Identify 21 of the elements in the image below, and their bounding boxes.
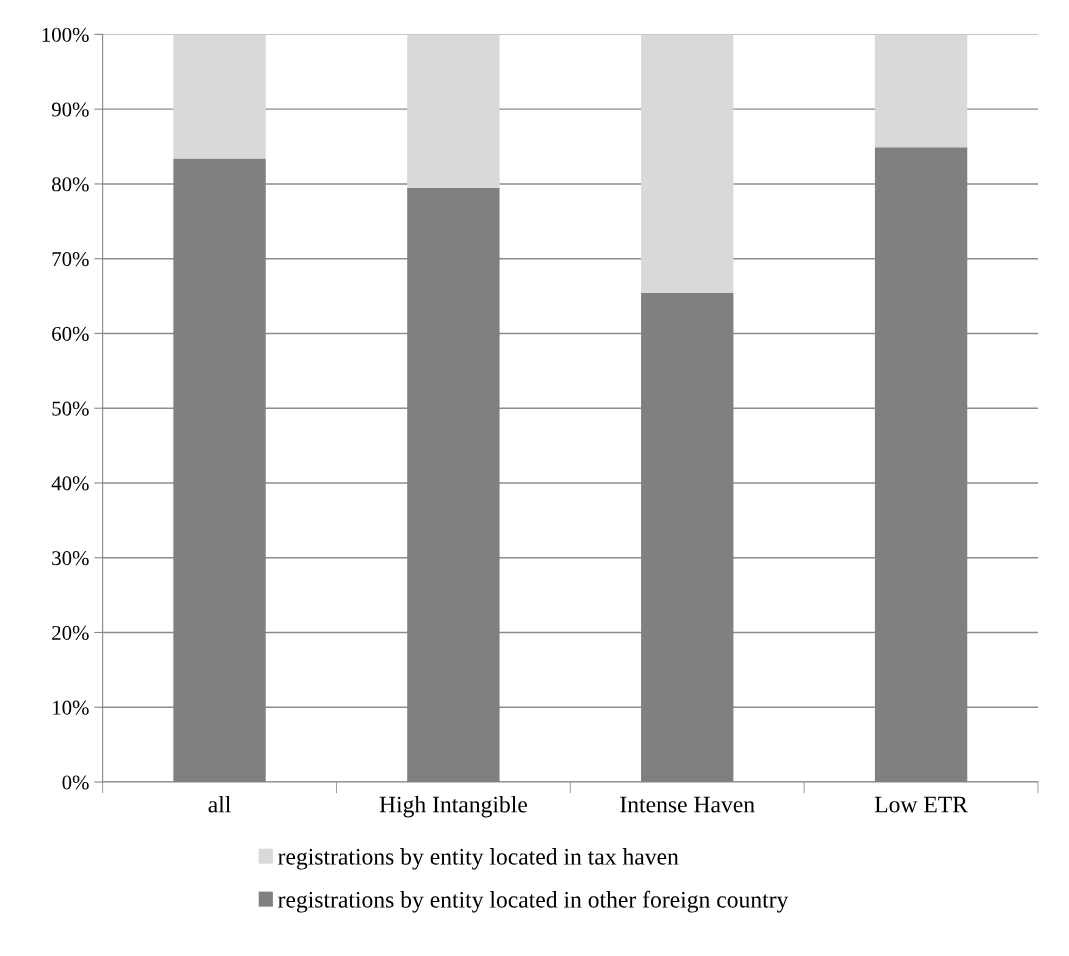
y-tick-label: 90% [51,102,89,117]
x-tick-label: all [208,795,231,813]
y-tick-label: 10% [53,700,89,715]
x-tick-label: Intense Haven [620,796,755,813]
y-tick-label: 100% [42,27,89,42]
legend-label: registrations by entity located in other foreign country [278,890,789,913]
bar [173,34,266,159]
x-tick-label: High Intangible [379,795,527,818]
y-tick-label: 0% [62,775,89,790]
bar [641,34,734,294]
bar [407,34,500,188]
y-tick-label: 60% [52,326,89,341]
y-tick-label: 50% [52,401,89,416]
y-tick-label: 20% [52,625,89,640]
x-tick-label: Low ETR [874,796,968,813]
legend-label: registrations by entity located in tax haven [278,848,679,870]
bar [874,34,968,148]
y-tick-label: 40% [51,476,89,491]
y-tick-label: 70% [52,252,89,267]
y-tick-label: 30% [52,551,89,566]
y-tick-label: 80% [52,177,89,192]
